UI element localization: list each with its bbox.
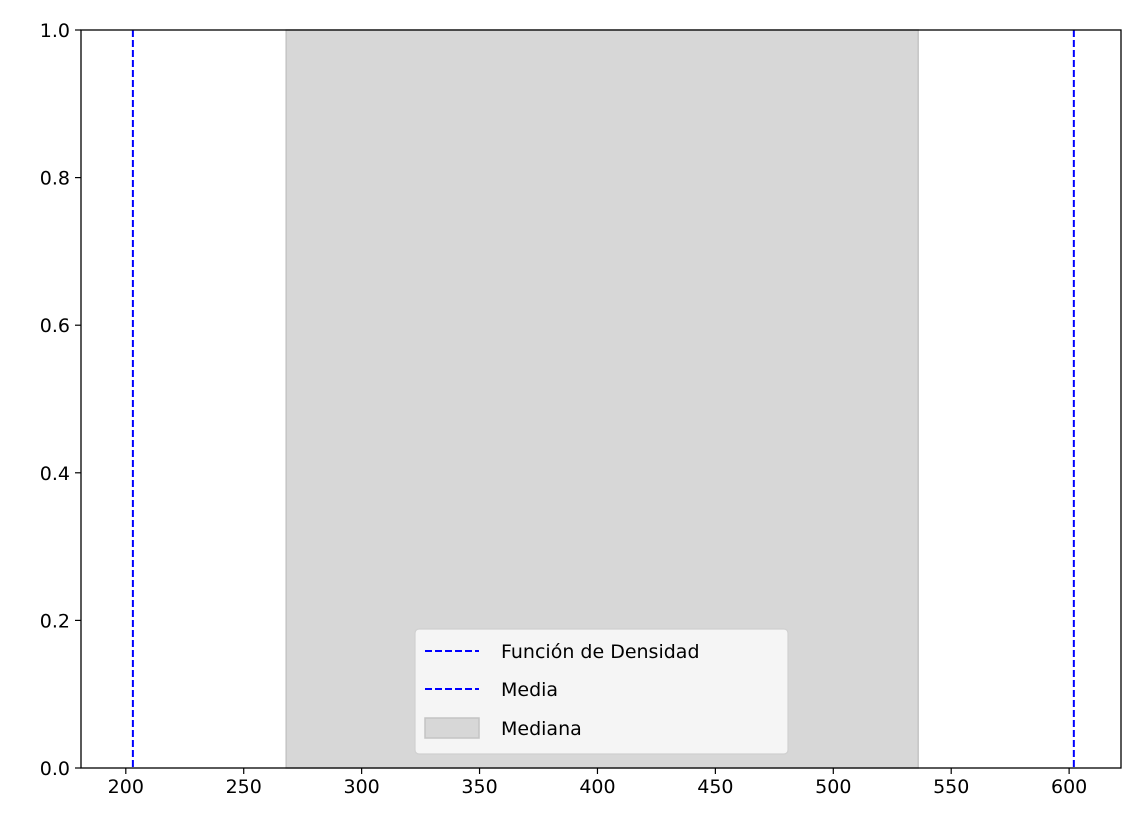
x-tick-label: 550 [933,776,969,798]
x-tick-label: 300 [344,776,380,798]
x-tick-label: 350 [461,776,497,798]
y-tick-label: 0.2 [40,610,70,632]
y-tick-label: 0.8 [40,168,70,190]
x-tick-label: 200 [108,776,144,798]
x-tick-label: 600 [1051,776,1087,798]
x-axis: 200 250 300 350 400 450 500 550 600 [108,768,1087,798]
vline-layer [131,30,1075,768]
x-tick-label: 500 [815,776,851,798]
legend: Función de Densidad Media Mediana [414,628,789,755]
x-tick-label: 400 [579,776,615,798]
x-tick-label: 450 [697,776,733,798]
y-tick-label: 0.6 [40,315,70,337]
legend-patch-swatch [424,717,480,739]
legend-label: Media [501,679,558,701]
legend-label: Mediana [501,718,582,740]
legend-label: Función de Densidad [501,641,700,663]
y-tick-label: 0.0 [40,758,70,780]
y-tick-label: 1.0 [40,20,70,42]
y-axis: 0.0 0.2 0.4 0.6 0.8 1.0 [40,20,81,780]
plot-frame [80,29,1122,769]
legend-box [414,628,789,755]
x-tick-label: 250 [226,776,262,798]
y-tick-label: 0.4 [40,463,70,485]
